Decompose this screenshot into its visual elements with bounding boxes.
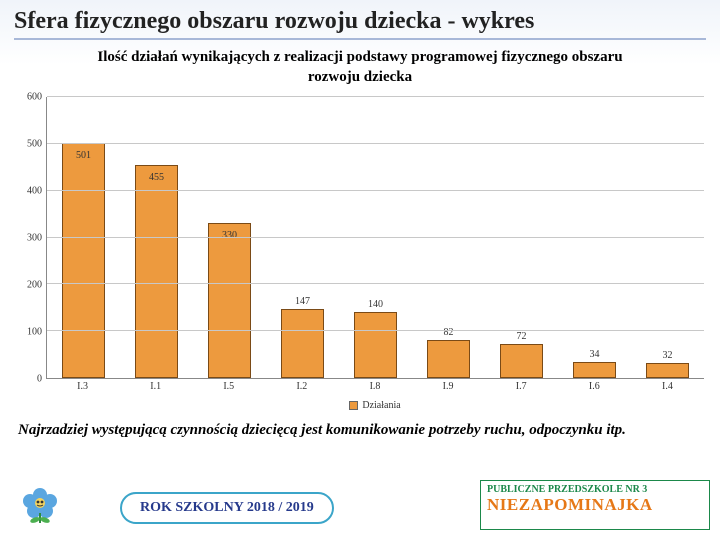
bar-slot: 147	[266, 97, 339, 378]
bar: 147	[281, 309, 323, 378]
chart-title: Ilość działań wynikających z realizacji …	[74, 48, 646, 87]
gridline	[47, 330, 704, 331]
gridline	[47, 96, 704, 97]
legend-label: Działania	[362, 400, 400, 411]
x-tick-label: I.3	[46, 381, 119, 395]
bar-value-label: 72	[501, 331, 541, 342]
school-year: ROK SZKOLNY 2018 / 2019	[120, 492, 334, 524]
bar-value-label: 82	[428, 327, 468, 338]
y-tick-label: 600	[27, 92, 42, 103]
bar-slot: 82	[412, 97, 485, 378]
y-tick-label: 300	[27, 233, 42, 244]
x-tick-label: I.7	[485, 381, 558, 395]
logo-line2: NIEZAPOMINAJKA	[487, 495, 703, 515]
y-tick-label: 0	[37, 374, 42, 385]
bar-chart: 0100200300400500600 50145533014714082723…	[16, 97, 706, 407]
x-tick-label: I.2	[265, 381, 338, 395]
y-tick-label: 400	[27, 186, 42, 197]
bar-slot: 32	[631, 97, 704, 378]
bar: 82	[427, 340, 469, 378]
bar-value-label: 501	[63, 150, 103, 161]
bar: 72	[500, 344, 542, 378]
x-tick-label: I.8	[338, 381, 411, 395]
y-tick-label: 100	[27, 327, 42, 338]
flower-icon	[18, 481, 62, 530]
slide-title: Sfera fizycznego obszaru rozwoju dziecka…	[14, 8, 706, 40]
y-axis: 0100200300400500600	[16, 97, 44, 379]
y-tick-label: 500	[27, 139, 42, 150]
x-tick-label: I.5	[192, 381, 265, 395]
gridline	[47, 237, 704, 238]
legend: Działania	[46, 400, 704, 411]
bar-slot: 455	[120, 97, 193, 378]
bar-value-label: 34	[574, 349, 614, 360]
bar: 34	[573, 362, 615, 378]
bar-value-label: 32	[647, 350, 687, 361]
bar-value-label: 140	[355, 299, 395, 310]
footnote: Najrzadziej występującą czynnością dziec…	[18, 421, 702, 441]
bar: 455	[135, 165, 177, 378]
bar-slot: 501	[47, 97, 120, 378]
bar: 140	[354, 312, 396, 378]
bar-slot: 330	[193, 97, 266, 378]
legend-swatch	[349, 401, 358, 410]
x-tick-label: I.1	[119, 381, 192, 395]
logo-line1: PUBLICZNE PRZEDSZKOLE NR 3	[487, 484, 703, 495]
gridline	[47, 283, 704, 284]
y-tick-label: 200	[27, 280, 42, 291]
x-tick-label: I.9	[412, 381, 485, 395]
bar-value-label: 147	[282, 296, 322, 307]
bar: 501	[62, 143, 104, 378]
gridline	[47, 190, 704, 191]
bar: 32	[646, 363, 688, 378]
school-logo: PUBLICZNE PRZEDSZKOLE NR 3 NIEZAPOMINAJK…	[480, 480, 710, 530]
bar-value-label: 455	[136, 172, 176, 183]
bar: 330	[208, 223, 250, 378]
bars-container: 501 455 330 147 140 82 72 34 32	[47, 97, 704, 378]
x-tick-label: I.4	[631, 381, 704, 395]
bar-slot: 140	[339, 97, 412, 378]
footer: ROK SZKOLNY 2018 / 2019 PUBLICZNE PRZEDS…	[0, 480, 720, 534]
x-axis: I.3I.1I.5I.2I.8I.9I.7I.6I.4	[46, 381, 704, 395]
bar-slot: 72	[485, 97, 558, 378]
gridline	[47, 143, 704, 144]
bar-slot: 34	[558, 97, 631, 378]
x-tick-label: I.6	[558, 381, 631, 395]
plot-area: 501 455 330 147 140 82 72 34 32	[46, 97, 704, 379]
